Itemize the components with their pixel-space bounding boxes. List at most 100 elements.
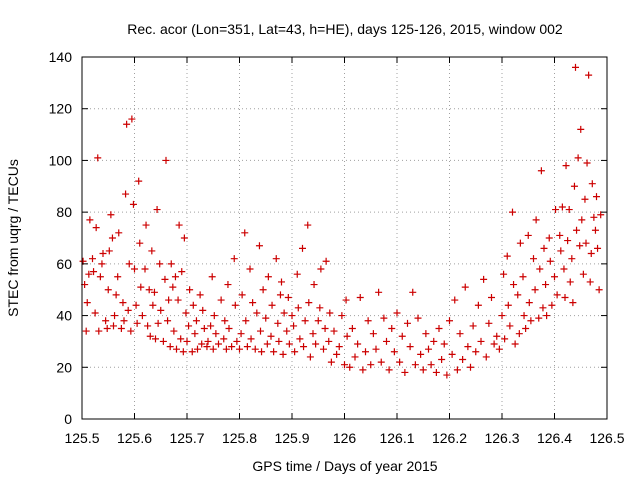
data-point	[591, 226, 599, 234]
data-point	[390, 348, 398, 356]
data-point	[356, 293, 364, 301]
data-point	[251, 345, 259, 353]
data-point	[127, 327, 135, 335]
data-point	[375, 288, 383, 296]
data-point	[110, 322, 117, 330]
data-point	[102, 317, 110, 325]
data-point	[237, 330, 245, 338]
data-point	[185, 322, 193, 330]
data-point	[531, 286, 539, 294]
data-point	[115, 229, 123, 237]
data-point	[414, 314, 422, 322]
data-point	[327, 358, 335, 366]
y-tick-label: 100	[49, 152, 73, 168]
data-point	[299, 244, 306, 252]
data-point	[136, 239, 144, 247]
data-point	[388, 325, 396, 332]
data-point	[204, 337, 212, 345]
data-point	[438, 356, 446, 364]
data-point	[524, 231, 532, 239]
y-tick-label: 20	[56, 359, 72, 375]
data-point	[279, 350, 287, 358]
data-point	[114, 273, 122, 281]
x-tick-label: 125.9	[274, 430, 309, 446]
data-point	[568, 255, 576, 263]
data-point	[306, 353, 314, 361]
data-point	[519, 273, 527, 281]
data-point	[537, 167, 545, 175]
data-point	[123, 120, 131, 128]
data-point	[167, 260, 175, 268]
data-point	[203, 343, 211, 351]
data-point	[207, 322, 215, 330]
data-point	[597, 211, 605, 219]
data-point	[177, 335, 185, 343]
data-point	[162, 156, 170, 164]
data-point	[285, 340, 293, 348]
data-point	[377, 358, 385, 366]
data-point	[157, 306, 165, 314]
data-point	[188, 348, 196, 356]
data-point	[500, 270, 508, 278]
data-point	[351, 353, 359, 361]
data-point	[170, 327, 178, 335]
data-point	[411, 361, 419, 369]
data-point	[557, 247, 565, 255]
data-point	[515, 330, 523, 338]
y-tick-label: 140	[49, 49, 73, 65]
data-point	[301, 317, 309, 325]
x-tick-label: 125.7	[169, 430, 204, 446]
data-point	[569, 299, 577, 307]
data-point	[348, 325, 356, 332]
data-point	[427, 361, 435, 369]
data-point	[120, 317, 128, 325]
data-point	[122, 190, 130, 198]
data-point	[325, 337, 333, 345]
data-point	[95, 327, 103, 335]
data-point	[156, 260, 164, 268]
data-point	[175, 221, 183, 229]
data-point	[275, 337, 283, 345]
data-point	[91, 309, 99, 317]
data-point	[230, 255, 238, 263]
data-point	[199, 306, 207, 314]
data-point	[385, 366, 393, 374]
data-point	[262, 314, 270, 322]
data-point	[222, 345, 230, 353]
data-point	[501, 335, 509, 343]
data-point	[335, 343, 343, 351]
data-point	[342, 296, 350, 304]
data-point	[552, 206, 560, 214]
data-point	[159, 337, 167, 345]
data-point	[138, 312, 146, 320]
data-point	[178, 268, 186, 276]
data-point	[393, 309, 401, 317]
data-point	[196, 291, 204, 299]
data-point	[359, 366, 367, 374]
data-point	[291, 348, 299, 356]
data-point	[220, 335, 228, 343]
data-point	[543, 312, 551, 320]
data-point	[166, 343, 174, 351]
x-axis-label: GPS time / Days of year 2015	[252, 458, 437, 474]
data-point	[490, 340, 498, 348]
data-point	[503, 252, 511, 260]
data-point	[425, 345, 432, 353]
data-point	[194, 345, 201, 353]
data-point	[124, 306, 132, 314]
data-point	[477, 337, 485, 345]
data-point	[566, 278, 574, 286]
data-point	[509, 208, 516, 216]
data-point	[104, 286, 112, 294]
y-axis-label: STEC from uqrg / TECUs	[5, 159, 21, 317]
data-point	[142, 221, 150, 229]
data-point	[255, 242, 263, 250]
data-point	[217, 296, 225, 304]
data-point	[146, 332, 154, 340]
data-point	[542, 281, 550, 289]
data-point	[131, 265, 138, 273]
data-point	[179, 348, 187, 356]
data-point	[284, 293, 292, 301]
data-point	[333, 350, 341, 358]
data-point	[241, 229, 249, 237]
